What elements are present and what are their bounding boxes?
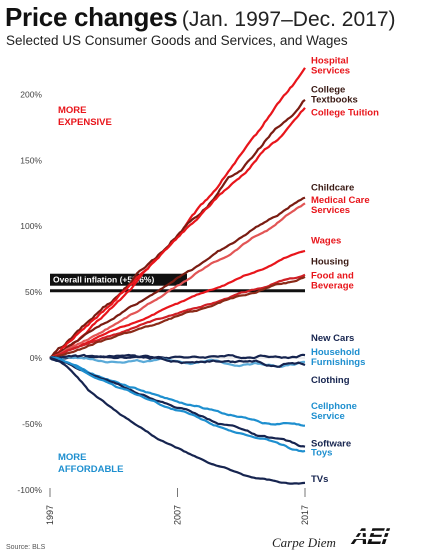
series-line-housing xyxy=(49,273,306,360)
series-label-cellphone-service: Cellphone Service xyxy=(311,401,357,422)
svg-text:AEI: AEI xyxy=(349,524,393,549)
more-expensive-label-line: EXPENSIVE xyxy=(58,117,112,128)
series-label-new-cars: New Cars xyxy=(311,333,354,344)
series-label-line: Childcare xyxy=(311,183,354,194)
series-label-line: Services xyxy=(311,66,350,77)
chart-title-period: (Jan. 1997–Dec. 2017) xyxy=(181,8,396,31)
series-label-line: Household xyxy=(311,347,360,358)
series-label-college-tuition: College Tuition xyxy=(311,107,379,118)
aei-logo: AEI xyxy=(349,524,393,549)
more-expensive-label-line: MORE xyxy=(58,105,87,116)
series-label-line: Beverage xyxy=(311,280,354,291)
series-label-line: Furnishings xyxy=(311,357,365,368)
series-label-medical-care-services: Medical Care Services xyxy=(311,195,370,216)
overall-inflation-label: Overall inflation (+55.6%) xyxy=(53,275,154,285)
series-label-line: TVs xyxy=(311,474,328,485)
series-label-line: Medical Care xyxy=(311,195,370,206)
series-label-line: Service xyxy=(311,411,345,422)
series-line-childcare xyxy=(49,196,306,359)
series-label-line: College Tuition xyxy=(311,107,379,118)
series-label-food-and-beverage: Food and Beverage xyxy=(311,270,354,291)
more-affordable-label-line: AFFORDABLE xyxy=(58,464,123,475)
chart-title-main: Price changes xyxy=(5,2,178,32)
series-label-hospital-services: Hospital Services xyxy=(311,56,350,77)
series-line-tvs xyxy=(49,356,306,485)
series-label-line: Software xyxy=(311,438,351,449)
axis-layer: 200% 150% 100% 50% 0% -50% -100%1997 2007 2017 xyxy=(17,89,310,525)
series-line-college-tuition xyxy=(49,107,306,359)
series-line-toys xyxy=(49,356,306,453)
series-label-household-furnishings: Household Furnishings xyxy=(311,347,365,368)
series-label-housing: Housing xyxy=(311,256,349,267)
series-line-food-and-beverage xyxy=(49,275,306,360)
series-label-line: Cellphone xyxy=(311,401,357,412)
y-tick-label: 100% xyxy=(20,221,42,231)
y-tick-label: 0% xyxy=(30,353,43,363)
y-tick-label: -100% xyxy=(17,485,42,495)
series-label-toys: Toys xyxy=(311,448,332,459)
series-label-childcare: Childcare xyxy=(311,183,354,194)
source-note: Source: BLS xyxy=(6,544,46,551)
series-label-line: New Cars xyxy=(311,333,354,344)
series-line-cellphone-service xyxy=(49,356,306,427)
chart-title: Price changes (Jan. 1997–Dec. 2017) xyxy=(5,2,396,33)
x-tick-label: 2017 xyxy=(300,505,310,525)
series-line-clothing xyxy=(49,353,306,368)
series-label-line: Housing xyxy=(311,256,349,267)
overall-inflation-box xyxy=(50,273,187,286)
series-label-line: Food and xyxy=(311,270,354,281)
series-label-line: Clothing xyxy=(311,375,350,386)
series-line-wages xyxy=(49,249,306,360)
y-tick-label: 200% xyxy=(20,89,42,99)
x-tick-label: 2007 xyxy=(173,505,183,525)
series-label-college-textbooks: College Textbooks xyxy=(311,85,358,106)
series-line-medical-care-services xyxy=(49,202,306,360)
more-affordable-label: MORE AFFORDABLE xyxy=(58,452,123,475)
series-label-line: Toys xyxy=(311,448,332,459)
series-label-line: College xyxy=(311,85,345,96)
series-label-line: Hospital xyxy=(311,56,348,67)
series-label-tvs: TVs xyxy=(311,474,328,485)
series-line-new-cars xyxy=(49,353,306,360)
series-label-software: Software xyxy=(311,438,351,449)
credit-text: Carpe Diem xyxy=(272,535,336,550)
series-line-college-textbooks xyxy=(49,99,306,359)
x-tick-label: 1997 xyxy=(45,505,55,525)
series-label-line: Services xyxy=(311,205,350,216)
series-label-wages: Wages xyxy=(311,235,341,246)
series-label-clothing: Clothing xyxy=(311,375,350,386)
y-tick-label: 150% xyxy=(20,155,42,165)
series-layer xyxy=(49,67,306,485)
more-affordable-label-line: MORE xyxy=(58,452,87,463)
series-label-line: Textbooks xyxy=(311,95,358,106)
series-label-line: Wages xyxy=(311,235,341,246)
chart-subtitle: Selected US Consumer Goods and Services,… xyxy=(6,33,348,48)
y-tick-label: -50% xyxy=(22,419,42,429)
more-expensive-label: MORE EXPENSIVE xyxy=(58,105,112,128)
y-tick-label: 50% xyxy=(25,287,42,297)
